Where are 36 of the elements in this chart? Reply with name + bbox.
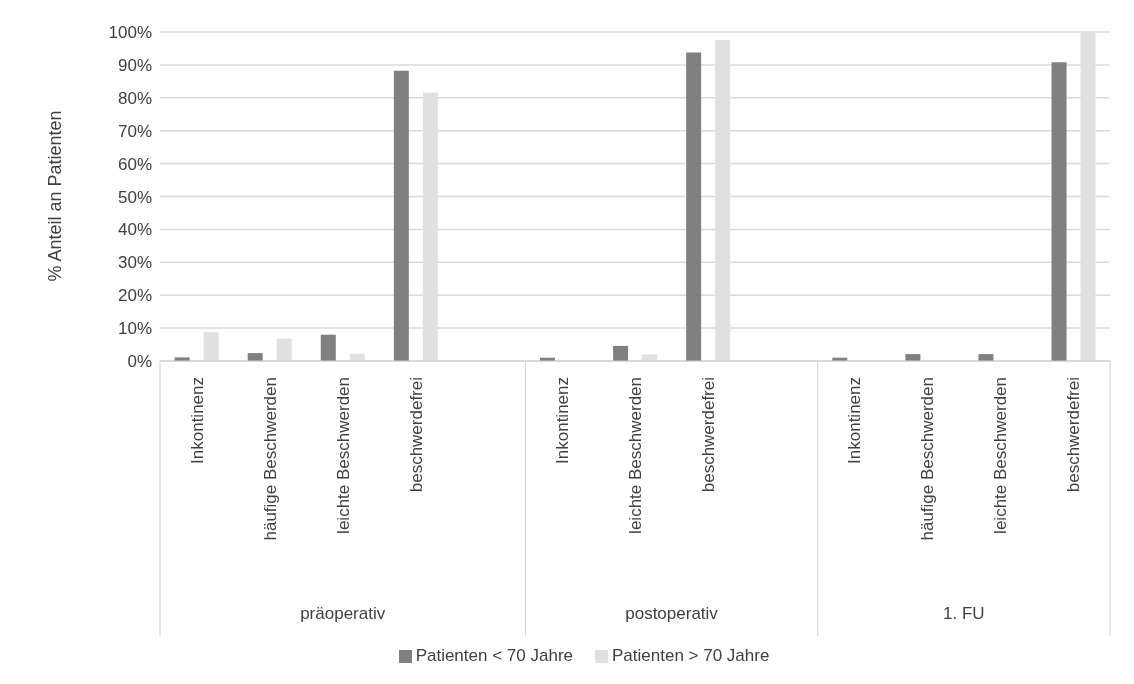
bar — [393, 70, 409, 361]
y-tick-label: 0% — [127, 352, 152, 372]
bar — [320, 334, 336, 361]
x-tick-label: beschwerdefrei — [1064, 377, 1084, 493]
y-tick-label: 10% — [117, 319, 152, 339]
x-tick-label: Inkontinenz — [552, 377, 572, 464]
x-tick-label: Inkontinenz — [187, 377, 207, 464]
x-tick-label: leichte Beschwerden — [991, 377, 1011, 534]
bar — [276, 338, 292, 361]
y-tick-label: 20% — [117, 286, 152, 306]
bar — [1051, 62, 1067, 361]
y-tick-label: 50% — [117, 187, 152, 207]
x-tick-label: häufige Beschwerden — [260, 377, 280, 541]
y-tick-label: 90% — [117, 55, 152, 75]
x-tick-label: leichte Beschwerden — [626, 377, 645, 534]
y-axis-title: % Anteil an Patienten — [45, 110, 66, 282]
legend-label: Patienten < 70 Jahre — [415, 646, 573, 665]
text: präoperativ — [300, 604, 386, 623]
x-tick-label: beschwerdefrei — [699, 377, 719, 493]
x-tick-label: leichte Beschwerden — [333, 377, 353, 534]
y-tick-label: 70% — [117, 121, 152, 141]
x-tick-label: beschwerdefrei — [406, 377, 426, 493]
bar — [686, 52, 702, 361]
bar — [203, 332, 219, 361]
legend-label: Patienten > 70 Jahre — [612, 646, 770, 665]
x-tick-label: Inkontinenz — [845, 377, 865, 464]
y-tick-label: 100% — [108, 23, 152, 43]
text: postoperativ — [625, 604, 719, 623]
y-tick-label: 80% — [117, 88, 152, 108]
y-tick-label: 30% — [117, 253, 152, 273]
y-tick-label: 60% — [117, 154, 152, 174]
bar — [642, 354, 658, 361]
y-tick-label: 40% — [117, 220, 152, 240]
text: 1. FU — [943, 604, 985, 623]
bar — [613, 345, 629, 361]
x-tick-label: häufige Beschwerden — [918, 377, 938, 541]
